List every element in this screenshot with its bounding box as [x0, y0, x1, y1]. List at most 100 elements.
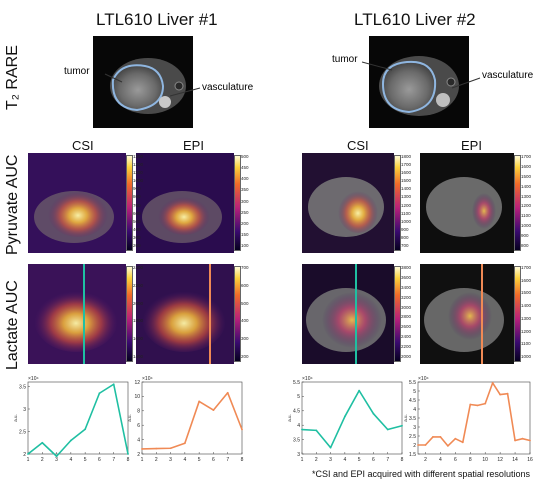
colorbar-tick-label: 600	[241, 282, 249, 288]
data-point	[212, 409, 215, 411]
pyruvate-csi-map-liver2	[302, 153, 394, 253]
colorbar-tick-label: 200	[241, 220, 249, 226]
data-point	[84, 428, 87, 431]
colorbar-tick-label: 400	[133, 226, 141, 232]
y-exponent-label: ×10⁴	[418, 376, 429, 382]
rare-annotation-arrows	[104, 61, 481, 97]
liver2-title: LTL610 Liver #2	[354, 10, 476, 29]
colorbar-tick-label: 150	[241, 231, 249, 237]
line-chart-csi-liver2: 3 3.5 4 4.5 5 5.5 1 2 3 4 5 6 7 8 ×10⁴ a.u.	[287, 376, 404, 463]
profile-plot-epi-liver1: 2 4 6 8 10 12 1 2 3 4 5 6 7 8 ×10⁴ a.u.	[127, 374, 246, 471]
colorbar-pyruvate-csi-liver1: 1300 1200 1100 1000 900 800 700 600 500 400 300 200	[126, 154, 143, 256]
colorbar-tick-label: 1400	[521, 183, 532, 189]
x-tick-label: 7	[226, 457, 229, 463]
data-point	[454, 437, 457, 440]
colorbar-tick-label: 200	[241, 354, 249, 359]
col-label-epi-liver2: EPI	[461, 138, 482, 153]
colorbar-lactate-csi-liver2: 3800 3600 3400 3200 3000 2800 2600 2400 2200 2000	[394, 265, 411, 367]
x-tick-label: 2	[315, 457, 318, 463]
y-tick-label: 4.5	[293, 409, 300, 415]
colorbar-tick-label: 1000	[133, 178, 144, 184]
colorbar-tick-label: 500	[241, 154, 249, 159]
colorbar-tick-label: 500	[133, 218, 141, 224]
data-point	[491, 382, 494, 384]
pyruvate-epi-map-liver1	[136, 153, 234, 253]
colorbar-tick-label: 300	[133, 234, 141, 240]
row-label-pyruvate: Pyruvate AUC	[4, 154, 21, 255]
data-point	[476, 404, 479, 407]
y-tick-label: 3.5	[293, 437, 300, 443]
colorbar-lactate-epi-liver2: 1700 1600 1500 1400 1300 1200 1100 1000	[514, 265, 531, 367]
pyruvate-csi-map-liver1	[28, 153, 126, 253]
data-point	[529, 439, 531, 442]
colorbar-tick-label: 1600	[521, 163, 532, 169]
colorbar-tick-label: 1100	[521, 341, 531, 347]
x-tick-label: 16	[527, 457, 533, 463]
data-point	[358, 389, 361, 392]
colorbar-tick-label: 350	[241, 187, 249, 193]
x-tick-label: 6	[98, 457, 101, 463]
plot-frame	[301, 381, 403, 455]
data-point	[432, 436, 434, 438]
y-tick-label: 5.5	[293, 380, 300, 386]
x-tick-label: 6	[454, 457, 457, 463]
x-tick-label: 4	[183, 457, 186, 463]
colorbar-tick-label: 1600	[401, 170, 412, 176]
colorbar-tick-label: 800	[521, 243, 529, 248]
data-point	[241, 428, 243, 431]
profile-plot-csi-liver2: 3 3.5 4 4.5 5 5.5 1 2 3 4 5 6 7 8 ×10⁴ a.u.	[287, 374, 406, 471]
colorbar-tick-label: 300	[241, 198, 249, 204]
colorbar-pyruvate-csi-liver2: 1800 1700 1600 1500 1400 1300 1200 1100 1000 900 8…	[394, 154, 411, 256]
colorbar-pyruvate-epi-liver2: 1700 1600 1500 1400 1300 1200 1100 1000 900 800	[514, 154, 531, 256]
colorbar-tick-label: 450	[241, 165, 249, 171]
colorbar-tick-label: 2000	[401, 354, 412, 359]
colorbar-tick-label: 600	[133, 210, 141, 216]
colorbar-tick-label: 900	[521, 233, 529, 239]
x-tick-label: 4	[343, 457, 346, 463]
colorbar-tick-label: 1000	[521, 223, 532, 229]
x-tick-label: 3	[169, 457, 172, 463]
colorbar-tick-label: 3600	[401, 274, 412, 280]
x-tick-label: 6	[212, 457, 215, 463]
series-line	[301, 389, 403, 449]
colorbar-tick-label: 2200	[401, 344, 412, 350]
colorbar-tick-label: 1200	[521, 203, 532, 209]
x-tick-label: 4	[69, 457, 72, 463]
colorbar-tick-label: 1700	[521, 265, 532, 270]
data-point	[461, 441, 464, 444]
profile-plot-epi-liver2: 1.5 2 2.5 3 3.5 4 4.5 5 5.5 2 4 6 8 10 12 14 16 ×10⁴ a.u.	[403, 374, 534, 471]
y-exponent-label: ×10⁴	[28, 376, 39, 382]
colorbar-tick-label: 200	[133, 243, 141, 248]
data-point	[417, 444, 419, 446]
x-tick-label: 5	[84, 457, 87, 463]
y-tick-label: 2.5	[409, 434, 416, 440]
y-tick-label: 5.5	[409, 380, 416, 386]
rare-image-liver1	[93, 36, 193, 128]
colorbar-tick-label: 3400	[401, 284, 412, 290]
x-tick-label: 8	[469, 457, 472, 463]
data-point	[98, 392, 101, 395]
colorbar-lactate-epi-liver1: 700 600 500 400 300 200	[234, 265, 249, 367]
colorbar-tick-label: 1300	[133, 154, 144, 159]
colorbar-tick-label: 900	[401, 226, 409, 232]
y-exponent-label: ×10⁴	[302, 376, 313, 382]
colorbar-tick-label: 1100	[521, 213, 531, 219]
plot-frame	[417, 381, 531, 455]
x-tick-label: 3	[55, 457, 58, 463]
colorbar-tick-label: 1400	[521, 303, 532, 309]
x-tick-label: 5	[198, 457, 201, 463]
series-line	[141, 391, 243, 450]
x-tick-label: 2	[41, 457, 44, 463]
colorbar-tick-label: 300	[241, 336, 249, 342]
colorbar-tick-label: 1800	[133, 318, 144, 324]
colorbar-tick-label: 1700	[401, 162, 412, 168]
colorbar-tick-label: 1100	[401, 210, 411, 216]
y-tick-label: 6	[137, 423, 140, 429]
x-tick-label: 3	[329, 457, 332, 463]
colorbar-tick-label: 400	[241, 176, 249, 182]
data-point	[141, 448, 143, 450]
colorbar-tick-label: 1000	[401, 218, 412, 224]
data-point	[484, 402, 487, 405]
y-tick-label: 12	[134, 380, 140, 386]
